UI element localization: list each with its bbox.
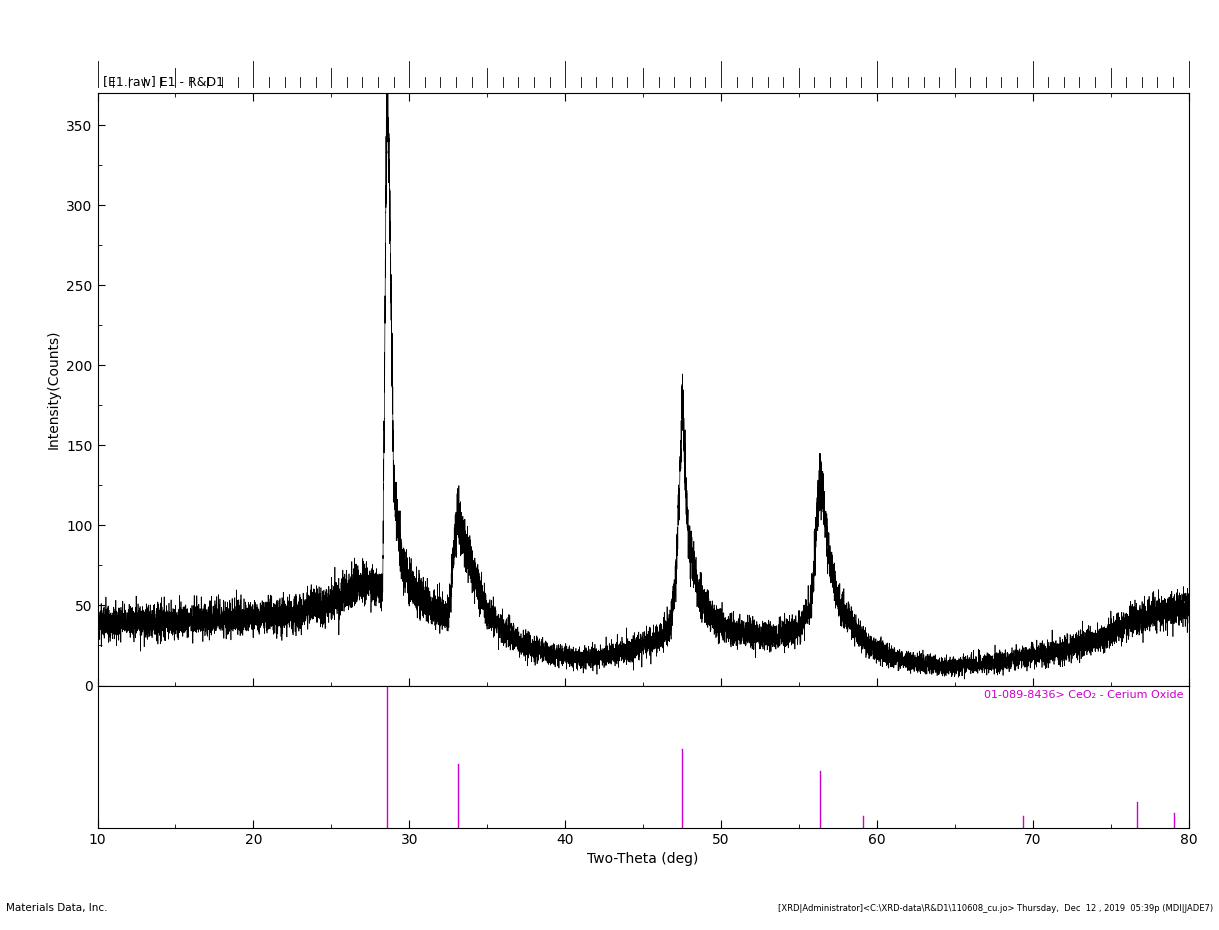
Text: Materials Data, Inc.: Materials Data, Inc. (6, 903, 107, 913)
Text: [XRD|Administrator]<C:\XRD-data\R&D1\110608_cu.jo> Thursday,  Dec  12 , 2019  05: [XRD|Administrator]<C:\XRD-data\R&D1\110… (778, 904, 1213, 913)
Text: 01-089-8436> CeO₂ - Cerium Oxide: 01-089-8436> CeO₂ - Cerium Oxide (984, 690, 1184, 699)
Text: [E1.raw] E1 - R&D1: [E1.raw] E1 - R&D1 (102, 75, 224, 88)
X-axis label: Two-Theta (deg): Two-Theta (deg) (588, 852, 698, 866)
Y-axis label: Intensity(Counts): Intensity(Counts) (46, 329, 61, 449)
